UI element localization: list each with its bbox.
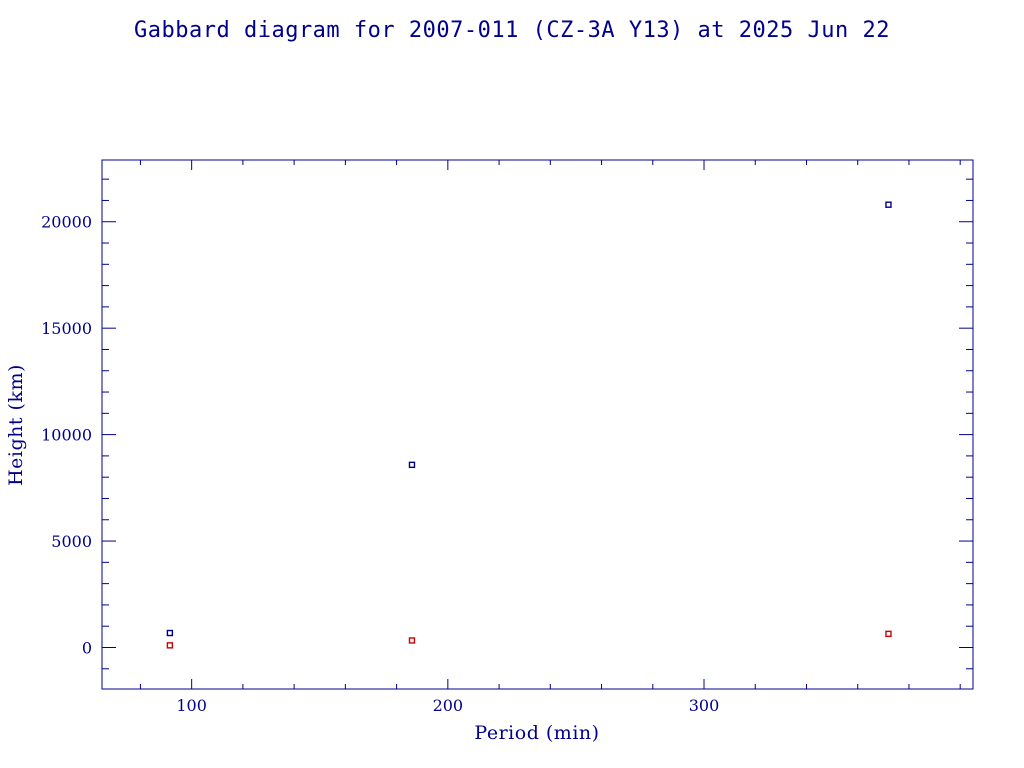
y-tick-label: 5000 xyxy=(51,532,92,551)
chart-title: Gabbard diagram for 2007-011 (CZ-3A Y13)… xyxy=(134,18,890,43)
data-point-series-2 xyxy=(885,630,892,638)
x-axis-label: Period (min) xyxy=(474,722,599,744)
axis-tick-labels: 100 200 300 0 5000 10000 15000 20000 xyxy=(41,213,719,715)
x-tick-label: 100 xyxy=(176,696,207,715)
y-tick-label: 0 xyxy=(82,638,92,657)
y-tick-label: 10000 xyxy=(41,426,92,445)
x-tick-label: 300 xyxy=(689,696,720,715)
y-tick-label: 20000 xyxy=(41,213,92,232)
data-point-series-2 xyxy=(166,642,174,649)
plot-frame xyxy=(101,159,974,690)
y-axis-label: Height (km) xyxy=(5,364,27,486)
data-point-series-1 xyxy=(408,461,416,469)
x-tick-label: 200 xyxy=(433,696,464,715)
axis-ticks xyxy=(102,160,973,689)
data-points xyxy=(166,201,892,649)
data-point-series-2 xyxy=(408,637,416,644)
data-point-series-1 xyxy=(885,201,892,208)
y-tick-label: 15000 xyxy=(41,319,92,338)
data-point-series-1 xyxy=(166,629,174,637)
